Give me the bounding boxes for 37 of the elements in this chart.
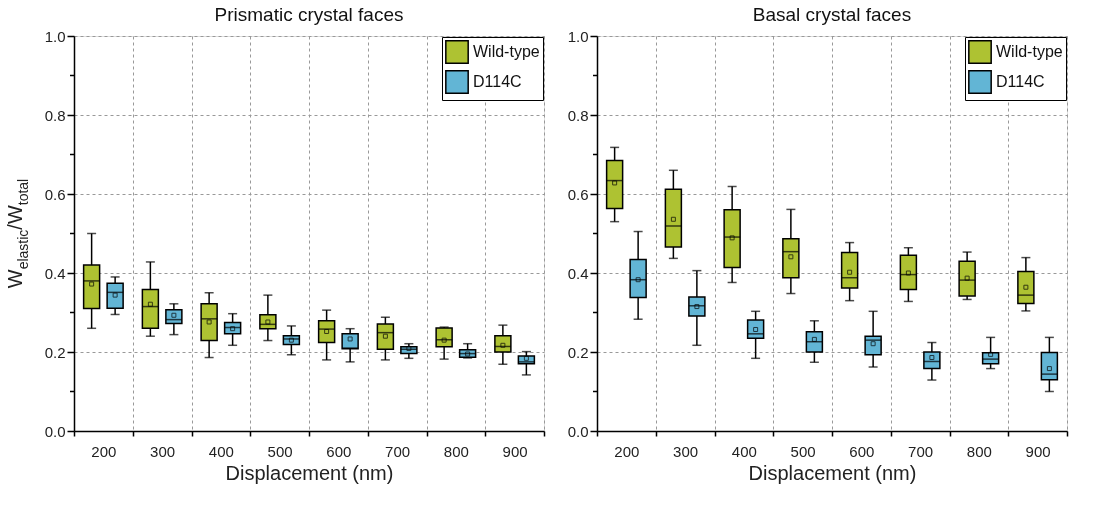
y-tick-label: 0.2 [44, 343, 66, 361]
y-tick-label: 0.8 [44, 106, 66, 124]
x-tick-label: 300 [150, 442, 176, 460]
x-tick-label: 200 [614, 442, 640, 460]
x-tick-label: 500 [267, 442, 293, 460]
x-tick-label: 500 [790, 442, 816, 460]
x-tick-label: 700 [908, 442, 934, 460]
y-tick-label: 0.0 [44, 422, 66, 440]
chart-title: Basal crystal faces [752, 4, 912, 25]
x-tick-label: 800 [966, 442, 992, 460]
y-tick-label: 0.6 [44, 185, 66, 203]
x-tick-label: 300 [673, 442, 699, 460]
x-tick-label: 900 [502, 442, 528, 460]
x-tick-label: 800 [443, 442, 469, 460]
y-tick-label: 0.0 [567, 422, 589, 440]
y-tick-label: 0.2 [567, 343, 589, 361]
x-tick-label: 600 [326, 442, 352, 460]
x-tick-label: 900 [1025, 442, 1051, 460]
x-axis-title: Displacement (nm) [748, 461, 917, 484]
y-tick-label: 0.8 [567, 106, 589, 124]
y-tick-label: 1.0 [567, 27, 589, 45]
y-tick-label: 0.6 [567, 185, 589, 203]
x-axis-title: Displacement (nm) [225, 461, 394, 484]
x-tick-label: 400 [208, 442, 234, 460]
legend-label: D114C [996, 73, 1045, 90]
y-tick-label: 0.4 [44, 264, 66, 282]
legend-label: Wild-type [996, 43, 1063, 60]
chart-title: Prismatic crystal faces [214, 4, 404, 25]
y-tick-label: 1.0 [44, 27, 66, 45]
y-axis-title: Welastic/Wtotal [4, 178, 31, 289]
y-tick-label: 0.4 [567, 264, 589, 282]
x-tick-label: 200 [91, 442, 117, 460]
legend-label: D114C [473, 73, 522, 90]
x-tick-label: 700 [385, 442, 411, 460]
x-tick-label: 600 [849, 442, 875, 460]
legend-label: Wild-type [473, 43, 540, 60]
x-tick-label: 400 [731, 442, 757, 460]
